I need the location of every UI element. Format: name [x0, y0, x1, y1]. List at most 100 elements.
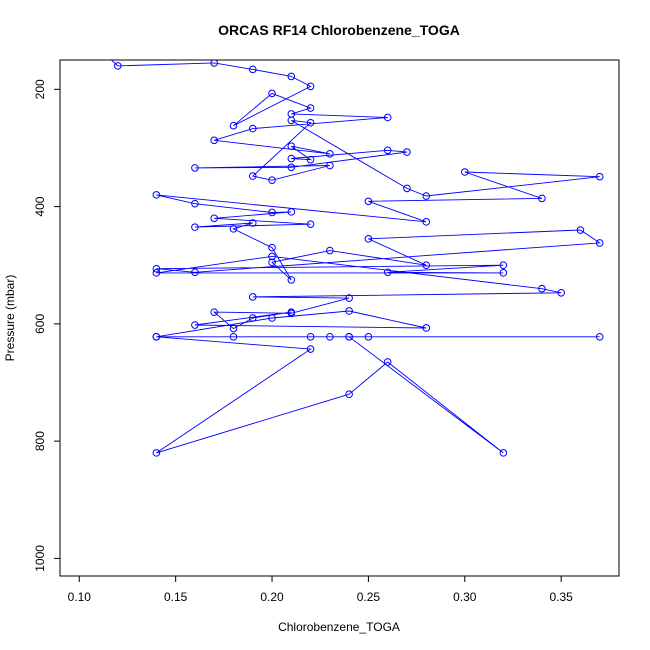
x-tick-label: 0.25	[357, 590, 381, 604]
data-point	[345, 332, 353, 341]
data-point	[152, 332, 161, 341]
data-point	[383, 113, 392, 122]
data-point	[403, 148, 411, 156]
series-line	[117, 62, 602, 454]
data-point	[595, 172, 604, 181]
data-point	[306, 155, 315, 164]
data-point	[326, 332, 334, 341]
data-point	[210, 60, 219, 67]
y-tick-label: 800	[33, 431, 47, 451]
data-point	[538, 194, 546, 203]
x-tick-label: 0.15	[164, 590, 188, 604]
data-point	[287, 154, 296, 163]
data-point	[210, 308, 219, 316]
data-point	[229, 332, 238, 341]
data-point	[287, 142, 296, 150]
data-point	[268, 252, 276, 261]
data-point	[152, 449, 161, 457]
data-point	[422, 261, 431, 270]
data-point	[306, 220, 315, 228]
data-point	[268, 314, 276, 322]
data-point	[191, 223, 199, 231]
data-point	[383, 358, 392, 366]
series-segment	[110, 60, 119, 67]
data-point	[422, 324, 431, 332]
data-point	[210, 214, 219, 223]
data-point	[383, 146, 392, 155]
data-point	[576, 226, 585, 234]
data-point	[345, 390, 353, 399]
data-point	[383, 268, 392, 277]
data-point	[326, 150, 334, 158]
data-point	[422, 192, 431, 200]
data-point	[191, 199, 199, 208]
data-point	[287, 163, 296, 172]
data-point	[345, 307, 353, 315]
data-point	[287, 72, 296, 81]
data-point	[499, 261, 508, 270]
data-point	[326, 246, 334, 255]
x-tick-label: 0.30	[453, 590, 477, 604]
chart-title: ORCAS RF14 Chlorobenzene_TOGA	[218, 22, 460, 38]
data-point	[306, 118, 315, 127]
y-tick-label: 200	[33, 79, 47, 99]
data-point	[229, 121, 238, 130]
data-point	[229, 324, 238, 333]
data-point	[364, 235, 373, 243]
data-point	[557, 288, 565, 297]
data-point	[191, 321, 199, 329]
data-point	[538, 284, 546, 293]
data-point	[248, 219, 257, 227]
data-point	[268, 89, 276, 98]
data-point	[364, 197, 373, 206]
data-point	[248, 172, 257, 180]
data-point	[287, 116, 296, 125]
data-point	[422, 218, 431, 226]
x-tick-label: 0.20	[260, 590, 284, 604]
data-point	[287, 276, 296, 284]
data-point	[403, 184, 411, 193]
data-point	[248, 65, 257, 74]
data-point	[210, 136, 219, 145]
data-point	[595, 239, 604, 247]
data-point	[306, 82, 315, 91]
data-point	[306, 332, 315, 341]
y-tick-label: 1000	[33, 545, 47, 572]
plot-area	[110, 60, 604, 457]
data-point	[345, 294, 353, 302]
data-point	[248, 124, 257, 133]
data-point	[268, 208, 276, 217]
data-point	[152, 264, 161, 273]
data-point	[114, 62, 122, 70]
data-point	[364, 332, 373, 341]
data-point	[499, 269, 508, 277]
data-point	[287, 308, 296, 316]
data-point	[499, 449, 508, 457]
y-tick-label: 400	[33, 196, 47, 216]
data-point	[306, 104, 315, 112]
data-point	[268, 258, 276, 267]
data-point	[460, 168, 469, 176]
data-point	[229, 225, 238, 233]
x-tick-label: 0.10	[68, 590, 92, 604]
data-point	[595, 332, 604, 341]
data-point	[191, 268, 199, 277]
data-point	[248, 314, 257, 322]
data-point	[248, 293, 257, 301]
data-point	[287, 208, 296, 216]
data-point	[306, 345, 315, 353]
data-point	[152, 191, 161, 199]
data-point	[152, 269, 161, 277]
data-point	[191, 164, 199, 172]
data-point	[268, 243, 276, 252]
x-tick-label: 0.35	[549, 590, 573, 604]
y-tick-label: 600	[33, 314, 47, 334]
x-axis-label: Chlorobenzene_TOGA	[278, 620, 400, 634]
y-axis: 200 400 600 800 1000	[33, 79, 60, 572]
data-point	[326, 161, 334, 170]
plot-frame	[59, 59, 620, 577]
x-axis: 0.10 0.15 0.20 0.25 0.30 0.35	[68, 576, 573, 604]
data-point	[268, 176, 276, 185]
y-axis-label: Pressure (mbar)	[3, 275, 17, 362]
